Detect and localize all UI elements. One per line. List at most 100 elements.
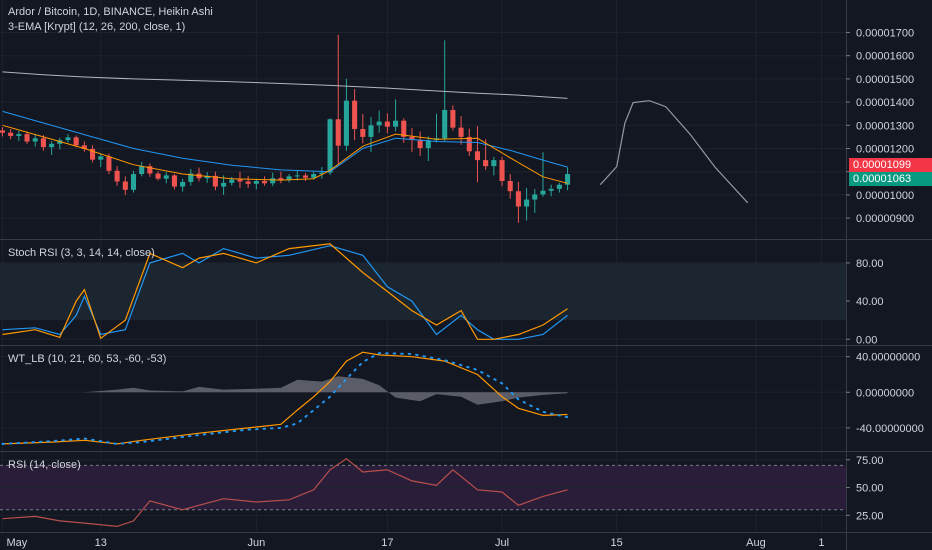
candle-body [221,182,227,187]
candle-body [458,127,464,137]
candle-body [450,109,456,128]
candle-body [417,139,423,149]
candle-body [474,151,481,161]
candle-body [253,180,259,184]
candle-body [147,166,153,174]
candle-body [171,175,177,187]
candle-body [319,172,325,175]
current-price-tag: 0.00001063 [849,172,932,186]
stoch-rsi-title: Stoch RSI (3, 3, 14, 14, close) [8,247,155,259]
candle-body [302,175,309,178]
candle-body [343,100,349,146]
candle-body [24,134,30,142]
candle-body [286,176,292,181]
candle-body [90,148,96,160]
stoch-rsi-axis-tick-label: 80.00 [856,258,884,270]
candle-body [40,138,46,148]
candle-body [368,125,374,137]
ema-indicator-label: 3-EMA [Krypt] (12, 26, 200, close, 1) [8,21,186,33]
candle-body [270,178,276,184]
candle-body [532,194,538,200]
candle-body [81,145,87,149]
candle-body [16,134,22,136]
rsi-series-line [2,457,568,528]
stoch-rsi-axis-tick-label: 0.00 [856,334,877,346]
candle-body [360,129,366,137]
candle-body [384,121,390,127]
ema-26-line [2,110,568,173]
wt-lb-series-line [2,351,568,445]
candle-body [122,181,128,190]
stoch-rsi-series-line [2,243,568,340]
wt-lb-title: WT_LB (10, 21, 60, 53, -60, -53) [8,353,166,365]
candle-body [294,175,300,177]
time-axis-label: 15 [611,537,623,549]
candle-body [98,156,104,160]
rsi-axis-tick-label: 75.00 [856,455,884,467]
candle-body [73,137,79,146]
candle-body [212,175,218,187]
candle-body [483,160,489,167]
candle-body [278,178,284,181]
last-price-tag: 0.00001099 [849,158,932,172]
candle-body [155,173,161,179]
candle-body [114,170,120,182]
candle-body [393,120,399,127]
candle-body [229,179,235,183]
time-axis-label: 1 [818,537,824,549]
candle-body [106,156,112,171]
candle-body [327,119,333,173]
rsi-title: RSI (14, close) [8,459,81,471]
candle-body [409,136,415,140]
time-axis-label: 13 [95,537,107,549]
time-axis-label: Aug [746,537,766,549]
candle-body [499,160,505,181]
candle-body [556,184,562,189]
ema-200-line [2,71,568,99]
candle-body [0,130,5,133]
wt-lb-axis-tick-label: 40.00000000 [856,352,920,364]
price-axis-tick-label: 0.00001000 [856,190,914,202]
candle-body [130,174,137,190]
forecast-drawing [599,100,749,204]
candle-body [335,119,341,146]
candle-body [491,160,497,167]
candle-body [237,179,243,182]
candle-body [311,174,317,178]
price-axis-tick-label: 0.00001400 [856,97,914,109]
candle-body [8,132,14,136]
candle-body [548,188,554,191]
candle-body [32,138,38,142]
price-axis-tick-label: 0.00001300 [856,120,914,132]
price-axis-tick-label: 0.00001700 [856,27,914,39]
candle-body [139,166,145,175]
candle-body [442,109,448,139]
candle-body [507,180,513,192]
time-axis-label: Jun [247,537,265,549]
stoch-rsi-series-line [2,245,568,340]
candle-body [188,173,194,182]
price-axis-tick-label: 0.00001200 [856,144,914,156]
time-axis-label: 17 [381,537,393,549]
time-axis-label: Jul [495,537,509,549]
ema-12-line [2,124,568,184]
candle-body [466,136,472,152]
time-axis-label: May [6,537,27,549]
rsi-axis-tick-label: 50.00 [856,483,884,495]
price-axis-tick-label: 0.00001600 [856,51,914,63]
symbol-title: Ardor / Bitcoin, 1D, BINANCE, Heikin Ash… [8,6,213,18]
candle-body [376,121,382,126]
wt-histogram-area [2,376,568,405]
candle-body [49,143,55,148]
stoch-rsi-axis-tick-label: 40.00 [856,296,884,308]
candle-body [540,190,546,195]
candle-body [261,180,268,184]
candle-body [65,137,71,141]
candle-body [425,140,431,149]
candle-body [204,175,210,179]
candle-body [565,174,571,185]
price-axis-tick-label: 0.00001500 [856,74,914,86]
candle-body [245,181,251,184]
candle-body [352,100,358,130]
